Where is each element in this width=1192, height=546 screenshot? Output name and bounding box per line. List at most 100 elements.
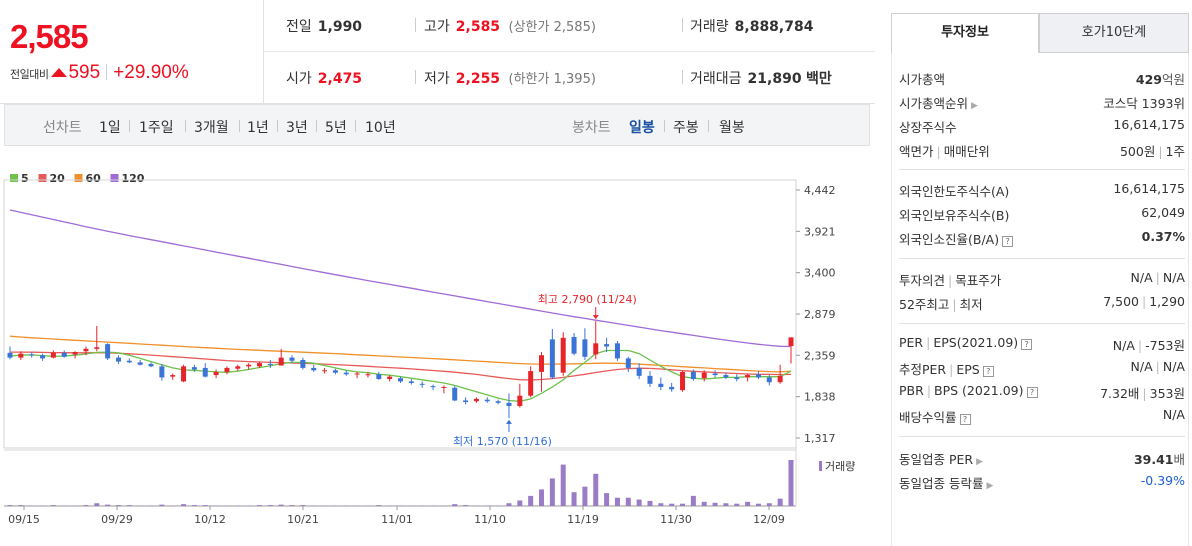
candle-body [766, 377, 772, 383]
candle-body [593, 343, 599, 355]
quote-row: 전일 1,990 고가 2,585 (상한가 2,585) 거래량 8,888,784 [264, 0, 875, 52]
listed-shares-label: 상장주식수 [899, 120, 957, 135]
pbr-row: PBR | BPS (2021.09)? 7.32배 | 353원 [899, 380, 1185, 402]
volume-bar [636, 499, 642, 506]
dividend-label-wrap: 배당수익률? [899, 407, 971, 426]
tab-quote-10[interactable]: 호가10단계 [1039, 13, 1189, 53]
price-change-row: 전일대비 595 +29.90% [10, 62, 189, 84]
par-value-value-wrap: 500원 | 1주 [1120, 141, 1185, 160]
opinion-label: 투자의견 [899, 273, 946, 288]
divider [355, 120, 356, 132]
tab-invest-info[interactable]: 투자정보 [891, 13, 1039, 53]
upper-limit: (상한가 2,585) [508, 20, 596, 35]
turnover-unit: 백만 [806, 71, 832, 87]
target-price-label: 목표주가 [955, 273, 1002, 288]
dividend-label: 배당수익률 [899, 410, 957, 425]
divider [316, 120, 317, 132]
candle-body [50, 352, 56, 358]
sector-change-label-wrap[interactable]: 동일업종 등락률 ▶ [899, 473, 993, 492]
period-5year[interactable]: 5년 [325, 120, 347, 136]
help-icon[interactable]: ? [982, 366, 994, 377]
candle-body [61, 352, 67, 357]
high52-value: 7,500 [1103, 294, 1139, 309]
ma120-line [9, 209, 792, 348]
candle-body [604, 344, 610, 347]
divider: | [948, 273, 953, 288]
market-cap-rank-label: 시가총액순위 [899, 96, 969, 111]
pbr-label-wrap: PBR | BPS (2021.09)? [899, 383, 1038, 398]
candle-body [463, 400, 469, 403]
volume-bar [191, 505, 197, 506]
candle-body [365, 374, 371, 376]
divider [239, 120, 240, 132]
candle-body [755, 374, 761, 378]
market-cap-rank-row: 시가총액순위 ▶ 코스닥 1393위 [899, 90, 1185, 112]
week52-row: 52주최고 | 최저 7,500 | 1,290 [899, 291, 1185, 313]
candle-body [745, 375, 751, 378]
period-3year[interactable]: 3년 [286, 120, 308, 136]
divider: | [952, 297, 957, 312]
candle-body [398, 378, 403, 382]
help-icon[interactable]: ? [959, 414, 971, 425]
moving-average-lines [9, 209, 792, 402]
divider: | [1155, 359, 1160, 374]
candle-body [712, 373, 718, 376]
ma5-line [9, 349, 792, 402]
x-tick-label: 11/01 [381, 513, 413, 526]
volume: 거래량 8,888,784 [690, 16, 813, 36]
help-icon[interactable]: ? [1002, 236, 1014, 247]
x-tick-label: 12/09 [753, 513, 785, 526]
stock-chart[interactable]: 5 20 60 120 최고 2,790 (11/24) 최저 1,570 (11/1… [0, 160, 875, 546]
volume-bar [571, 492, 577, 506]
volume-bar [712, 502, 718, 506]
sector-per-label-wrap[interactable]: 동일업종 PER ▶ [899, 449, 983, 468]
period-1year[interactable]: 1년 [247, 120, 269, 136]
divider: | [1137, 338, 1143, 353]
quote-grid: 전일 1,990 고가 2,585 (상한가 2,585) 거래량 8,888,784… [264, 0, 875, 104]
sector-per-label: 동일업종 PER [899, 452, 974, 467]
x-tick-label: 11/10 [474, 513, 506, 526]
candle-body [202, 367, 208, 377]
sector-change-value: -0.39% [1140, 473, 1185, 488]
divider [708, 120, 709, 132]
period-10year[interactable]: 10년 [365, 120, 396, 136]
help-icon[interactable]: ? [1026, 387, 1038, 398]
chart-annotations: 최고 2,790 (11/24) 최저 1,570 (11/16) [453, 293, 637, 448]
divider: | [926, 383, 932, 398]
period-daily-candle[interactable]: 일봉 [629, 120, 655, 136]
candle-body [734, 377, 740, 380]
volume-value: 8,888,784 [734, 19, 814, 35]
dividend-value: N/A [1162, 407, 1185, 422]
volume-bar [560, 464, 566, 506]
y-tick-label: 4,442 [804, 184, 836, 197]
period-1day[interactable]: 1일 [99, 120, 121, 136]
divider: | [1155, 270, 1160, 285]
per-value-wrap: N/A | -753원 [1113, 335, 1185, 354]
volume-bar [766, 503, 772, 506]
foreign-held-label: 외국인보유주식수(B) [899, 208, 1010, 223]
candle-body [40, 355, 46, 359]
foreign-ratio-row: 외국인소진율(B/A)? 0.37% [899, 226, 1185, 248]
candle-body [777, 375, 783, 383]
legend-label-ma60: 60 [86, 172, 102, 185]
period-weekly-candle[interactable]: 주봉 [673, 120, 699, 136]
chevron-right-icon: ▶ [986, 481, 994, 491]
line-chart-label: 선차트 [43, 120, 82, 136]
candle-body [571, 336, 577, 354]
section-divider [899, 258, 1185, 259]
candle-body [473, 398, 479, 402]
period-3month[interactable]: 3개월 [194, 120, 229, 136]
section-divider [899, 436, 1185, 437]
y-tick-label: 3,921 [804, 225, 836, 238]
market-cap-rank-label-wrap[interactable]: 시가총액순위 ▶ [899, 93, 978, 112]
volume-bar [593, 473, 599, 506]
period-monthly-candle[interactable]: 월봉 [719, 120, 745, 136]
help-icon[interactable]: ? [1021, 339, 1033, 350]
week52-label-wrap: 52주최고 | 최저 [899, 294, 983, 313]
foreign-limit-label: 외국인한도주식수(A) [899, 184, 1010, 199]
sector-change-row: 동일업종 등락률 ▶ -0.39% [899, 470, 1185, 492]
foreign-held-value: 62,049 [1141, 205, 1185, 220]
period-1week[interactable]: 1주일 [139, 120, 174, 136]
candle-body [636, 367, 642, 376]
legend-label-ma20: 20 [50, 172, 66, 185]
